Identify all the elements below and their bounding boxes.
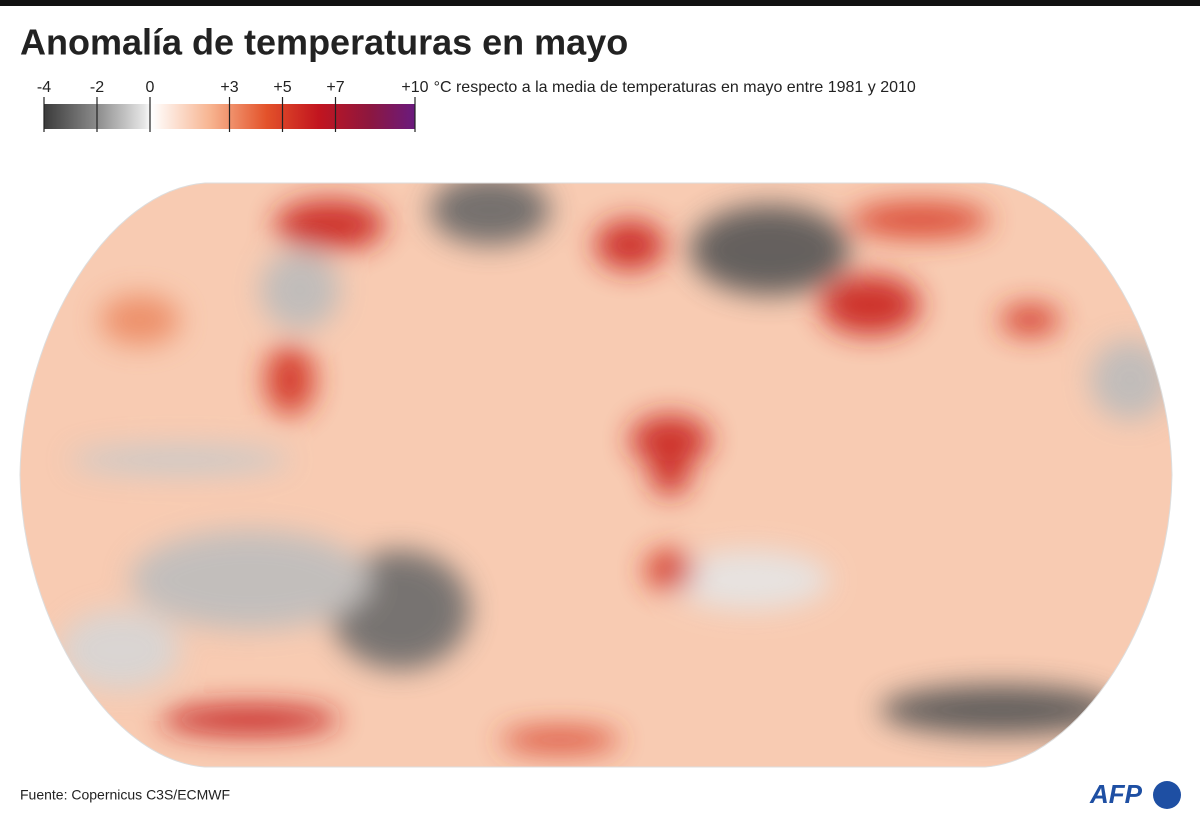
- legend: -4 -2 0 +3 +5 +7 +10 °C respecto a la media de …: [37, 79, 916, 132]
- colorbar-tick-label: -4: [37, 79, 51, 96]
- colorbar-tick-label: +3: [220, 79, 238, 96]
- colorbar-tick-label: +10: [401, 79, 428, 96]
- colorbar-tick-label: +7: [326, 79, 344, 96]
- colorbar-tick-label: 0: [146, 79, 155, 96]
- map: [20, 183, 1172, 767]
- legend-description: °C respecto a la media de temperaturas e…: [434, 79, 916, 96]
- colorbar-tick-label: -2: [90, 79, 104, 96]
- title: Anomalía de temperaturas en mayo: [20, 22, 628, 63]
- map-outline: [19, 182, 1173, 768]
- colorbar-tick-label: +5: [273, 79, 291, 96]
- logo-text: AFP: [1089, 779, 1143, 809]
- logo-circle: [1153, 781, 1181, 809]
- top-bar: [0, 0, 1200, 6]
- source: Fuente: Copernicus C3S/ECMWF: [20, 787, 230, 803]
